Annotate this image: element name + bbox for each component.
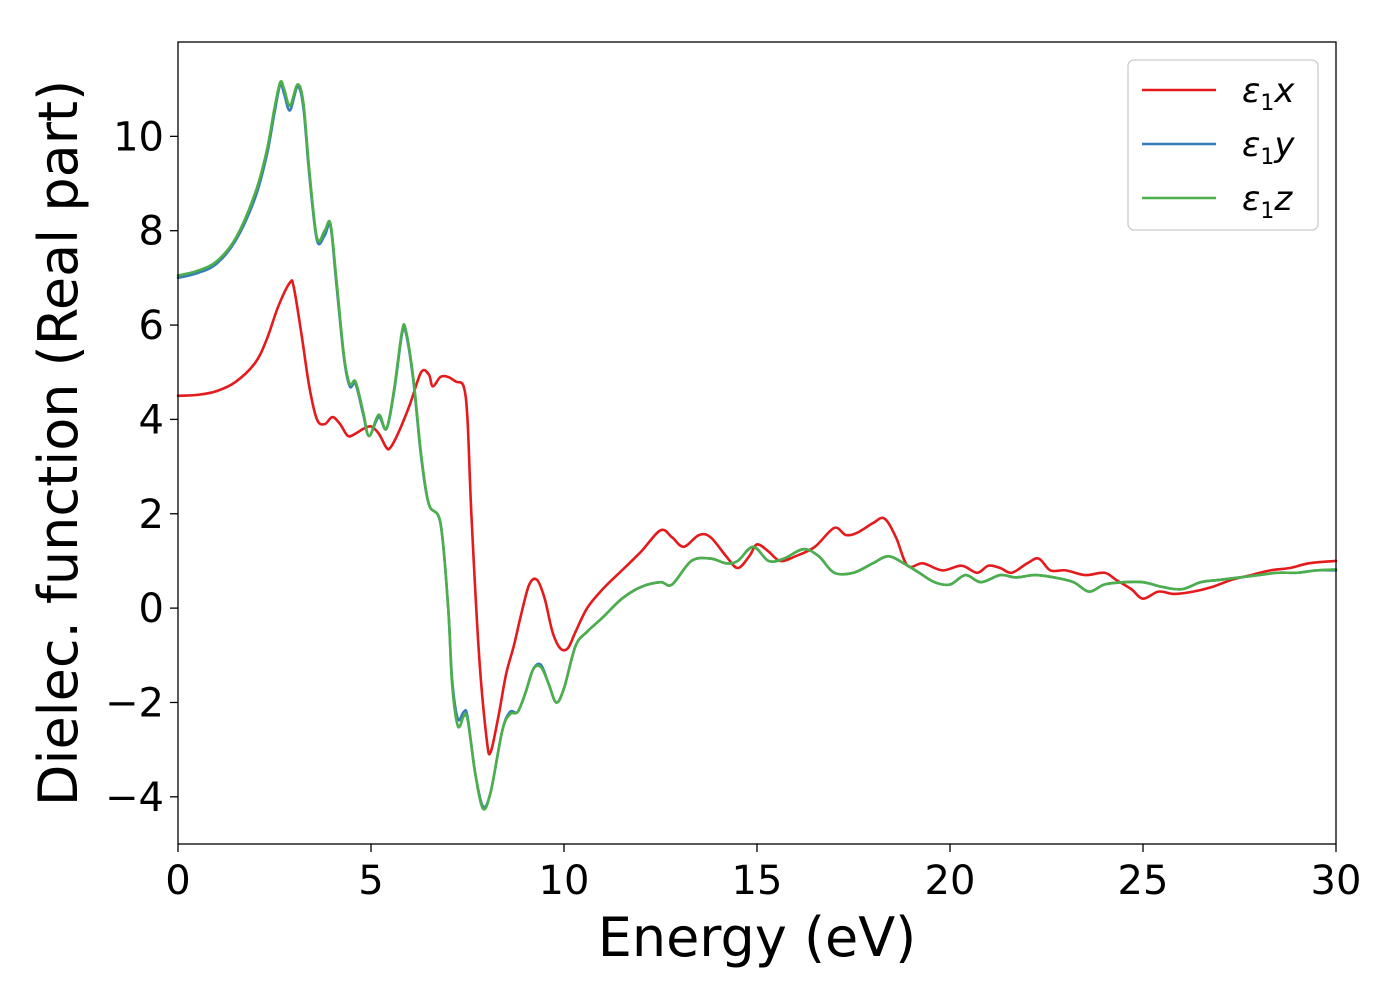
x-tick-label: 5 (358, 858, 383, 904)
y-tick-label: 6 (139, 303, 164, 349)
legend-label-z: ε1z (1242, 179, 1293, 224)
series-layer (176, 80, 1338, 811)
y-tick-label: −2 (105, 680, 164, 726)
y-tick-label: 8 (139, 209, 164, 255)
x-axis-title: Energy (eV) (598, 906, 917, 969)
legend-label-x: ε1x (1242, 71, 1295, 116)
y-tick-label: −4 (105, 775, 164, 821)
x-tick-label: 0 (165, 858, 190, 904)
x-tick-label: 30 (1311, 858, 1362, 904)
y-tick-label: 0 (139, 586, 164, 632)
x-tick-label: 20 (925, 858, 976, 904)
y-tick-label: 4 (139, 397, 164, 443)
y-axis: −4 −2 0 2 4 6 8 10 (105, 114, 178, 821)
x-tick-label: 15 (732, 858, 783, 904)
legend: ε1x ε1y ε1z (1127, 59, 1319, 231)
x-tick-label: 25 (1118, 858, 1169, 904)
legend-frame (1127, 59, 1319, 231)
y-tick-label: 2 (139, 492, 164, 538)
legend-label-y: ε1y (1242, 125, 1295, 170)
legend-items: ε1x ε1y ε1z (1142, 71, 1295, 224)
y-axis-title: Dielec. function (Real part) (27, 80, 90, 806)
x-tick-label: 10 (539, 858, 590, 904)
x-axis: 0 5 10 15 20 25 30 (165, 844, 1361, 904)
series-line-z (176, 80, 1338, 811)
series-line-x (176, 279, 1338, 756)
y-tick-label: 10 (113, 114, 164, 160)
